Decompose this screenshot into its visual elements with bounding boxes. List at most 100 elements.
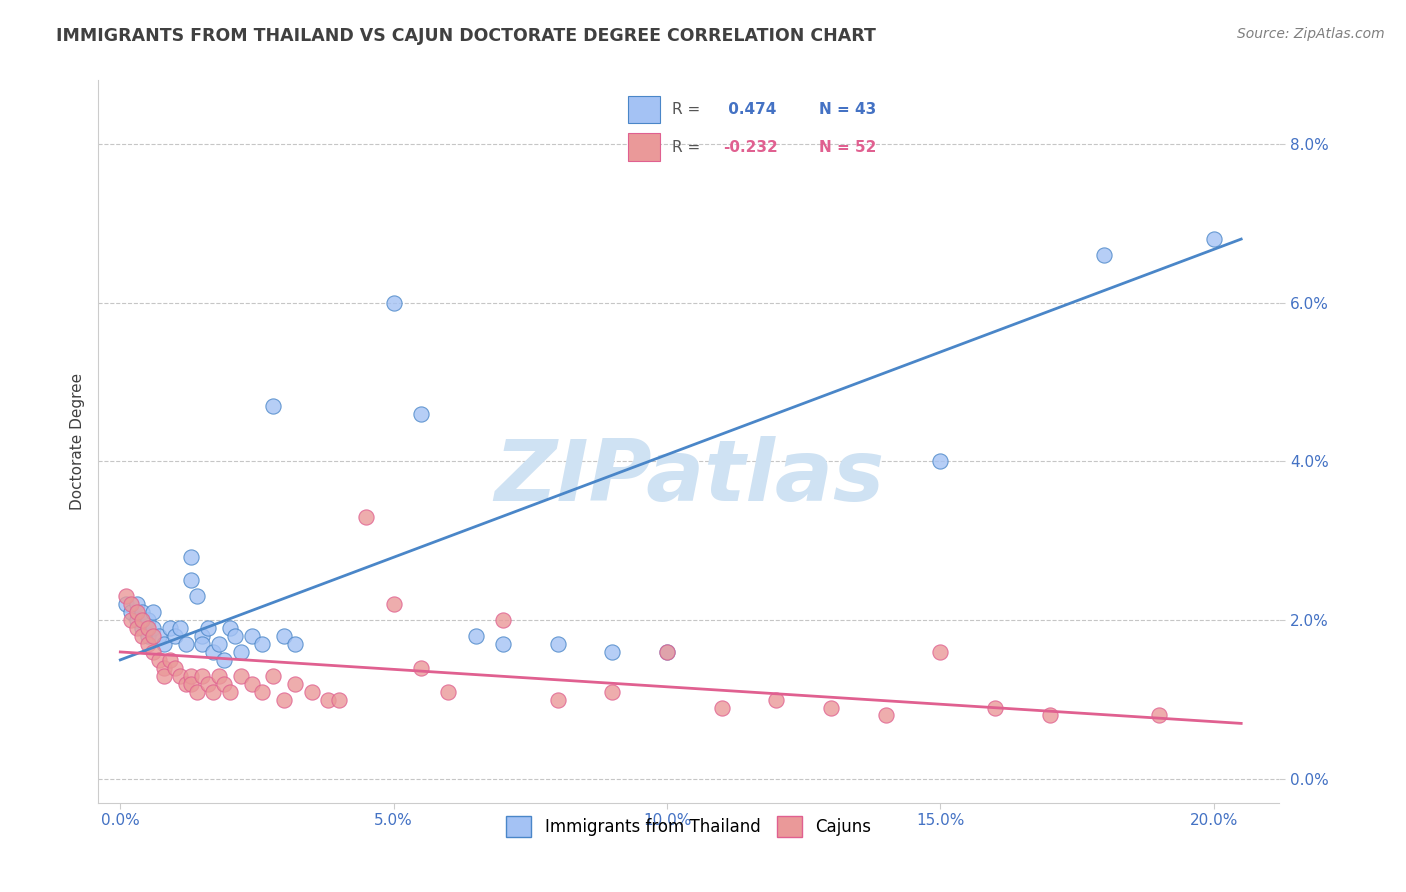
Point <box>180 574 202 588</box>
Point <box>174 637 197 651</box>
Point <box>929 645 952 659</box>
Point <box>159 653 181 667</box>
Point <box>163 661 186 675</box>
Point <box>186 590 208 604</box>
Point <box>273 629 295 643</box>
Point <box>1039 708 1062 723</box>
Text: Source: ZipAtlas.com: Source: ZipAtlas.com <box>1237 27 1385 41</box>
Point <box>142 605 165 619</box>
Point <box>218 621 240 635</box>
Point <box>492 613 515 627</box>
Point <box>655 645 678 659</box>
Point <box>153 669 176 683</box>
Point <box>136 629 159 643</box>
Point <box>142 645 165 659</box>
Point <box>208 669 231 683</box>
Text: ZIPatlas: ZIPatlas <box>494 436 884 519</box>
Point <box>301 684 323 698</box>
Point <box>492 637 515 651</box>
Point <box>153 661 176 675</box>
Point <box>284 676 307 690</box>
Point <box>409 407 432 421</box>
Text: IMMIGRANTS FROM THAILAND VS CAJUN DOCTORATE DEGREE CORRELATION CHART: IMMIGRANTS FROM THAILAND VS CAJUN DOCTOR… <box>56 27 876 45</box>
Point <box>284 637 307 651</box>
Point <box>169 669 191 683</box>
Point <box>229 645 252 659</box>
Point <box>191 669 214 683</box>
Point <box>602 645 624 659</box>
Point <box>547 637 569 651</box>
Point <box>252 684 274 698</box>
Point <box>218 684 240 698</box>
Point <box>382 597 405 611</box>
Point <box>197 676 219 690</box>
Point <box>191 629 214 643</box>
Point <box>136 637 159 651</box>
Point <box>875 708 897 723</box>
Point <box>202 645 225 659</box>
Point <box>262 399 284 413</box>
Point <box>1202 232 1225 246</box>
Y-axis label: Doctorate Degree: Doctorate Degree <box>69 373 84 510</box>
Point <box>240 676 263 690</box>
Point <box>114 590 136 604</box>
Legend: Immigrants from Thailand, Cajuns: Immigrants from Thailand, Cajuns <box>498 808 880 845</box>
Point <box>328 692 350 706</box>
Point <box>273 692 295 706</box>
Point <box>547 692 569 706</box>
Point <box>208 637 231 651</box>
Point <box>229 669 252 683</box>
Point <box>125 621 148 635</box>
Point <box>655 645 678 659</box>
Point <box>114 597 136 611</box>
Point <box>356 510 378 524</box>
Point <box>180 676 202 690</box>
Point <box>224 629 246 643</box>
Point <box>929 454 952 468</box>
Point <box>169 621 191 635</box>
Point <box>174 676 197 690</box>
Point <box>131 613 153 627</box>
Point <box>262 669 284 683</box>
Point <box>186 684 208 698</box>
Point <box>120 613 142 627</box>
Point <box>409 661 432 675</box>
Point <box>240 629 263 643</box>
Point <box>212 653 235 667</box>
Point <box>142 629 165 643</box>
Point <box>710 700 733 714</box>
Point <box>159 621 181 635</box>
Point <box>120 605 142 619</box>
Point <box>202 684 225 698</box>
Point <box>125 605 148 619</box>
Point <box>136 613 159 627</box>
Point <box>437 684 460 698</box>
Point <box>382 295 405 310</box>
Point <box>148 629 170 643</box>
Point <box>131 629 153 643</box>
Point <box>1094 248 1116 262</box>
Point <box>125 613 148 627</box>
Point <box>148 653 170 667</box>
Point <box>136 621 159 635</box>
Point <box>820 700 842 714</box>
Point <box>1147 708 1170 723</box>
Point <box>765 692 787 706</box>
Point <box>131 605 153 619</box>
Point <box>131 621 153 635</box>
Point <box>212 676 235 690</box>
Point <box>191 637 214 651</box>
Point <box>120 597 142 611</box>
Point <box>252 637 274 651</box>
Point <box>180 549 202 564</box>
Point <box>464 629 486 643</box>
Point <box>984 700 1007 714</box>
Point <box>142 621 165 635</box>
Point <box>180 669 202 683</box>
Point <box>163 629 186 643</box>
Point <box>602 684 624 698</box>
Point <box>125 597 148 611</box>
Point <box>316 692 339 706</box>
Point <box>153 637 176 651</box>
Point <box>197 621 219 635</box>
